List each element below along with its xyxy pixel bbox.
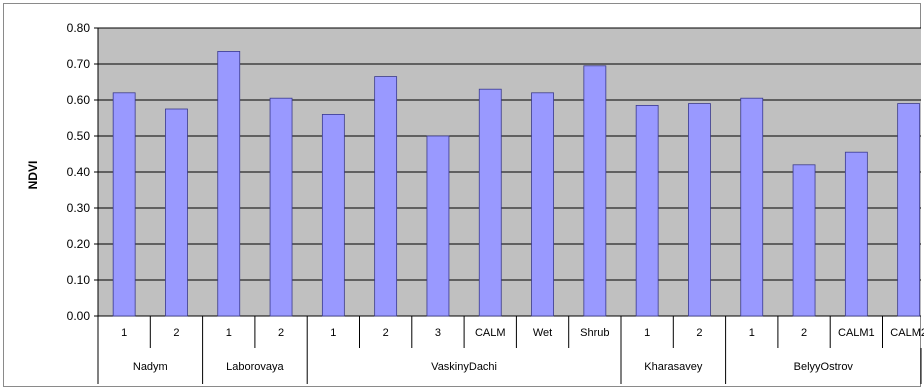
bar: [269, 97, 293, 317]
y-tick-label: 0.40: [67, 165, 91, 179]
category-label: 1: [226, 327, 232, 339]
category-label: 2: [173, 327, 179, 339]
y-tick-label: 0.30: [67, 201, 91, 215]
category-label: 1: [121, 327, 127, 339]
category-label: CALM2: [890, 327, 924, 339]
bar: [688, 103, 711, 317]
bar: [583, 65, 607, 317]
y-tick-label: 0.70: [67, 57, 91, 71]
y-axis-label: NDVI: [26, 161, 40, 190]
category-label: 2: [383, 327, 389, 339]
category-label: CALM: [475, 327, 506, 339]
bar: [478, 88, 502, 317]
bar: [792, 164, 816, 317]
category-label: 1: [330, 327, 336, 339]
bar: [531, 92, 554, 317]
category-label: 2: [696, 327, 702, 339]
bar: [844, 151, 868, 317]
bar: [321, 114, 345, 317]
category-label: 1: [749, 327, 755, 339]
group-label: Kharasavey: [644, 361, 703, 373]
category-label: Wet: [533, 327, 552, 339]
category-label: 2: [278, 327, 284, 339]
category-label: CALM1: [838, 327, 875, 339]
group-label: Laborovaya: [226, 361, 284, 373]
bar: [165, 108, 188, 317]
bar: [426, 135, 450, 317]
bar: [635, 105, 659, 317]
category-label: 2: [801, 327, 807, 339]
bar: [217, 51, 241, 317]
category-label: 1: [644, 327, 650, 339]
bar: [897, 103, 921, 317]
group-label: BelyyOstrov: [794, 361, 854, 373]
group-label: Nadym: [133, 361, 168, 373]
category-label: Shrub: [580, 327, 609, 339]
y-tick-label: 0.60: [67, 93, 91, 107]
y-tick-label: 0.50: [67, 129, 91, 143]
y-tick-label: 0.10: [67, 273, 91, 287]
y-tick-label: 0.00: [67, 309, 91, 323]
y-tick-label: 0.80: [67, 21, 91, 35]
bar: [374, 76, 398, 317]
y-tick-label: 0.20: [67, 237, 91, 251]
group-label: VaskinyDachi: [431, 361, 497, 373]
category-label: 3: [435, 327, 441, 339]
bar: [112, 92, 136, 317]
bar: [740, 97, 764, 317]
